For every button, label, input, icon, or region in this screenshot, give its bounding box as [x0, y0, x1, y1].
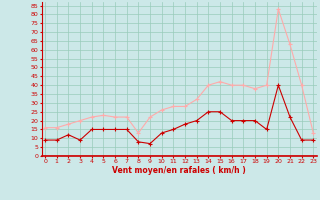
X-axis label: Vent moyen/en rafales ( km/h ): Vent moyen/en rafales ( km/h ) [112, 166, 246, 175]
